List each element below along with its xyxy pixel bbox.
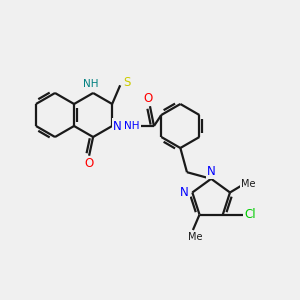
Text: Me: Me: [188, 232, 202, 242]
Text: NH: NH: [83, 79, 99, 89]
Text: NH: NH: [124, 121, 140, 131]
Text: O: O: [143, 92, 153, 105]
Text: S: S: [124, 76, 131, 89]
Text: N: N: [207, 165, 215, 178]
Text: Me: Me: [241, 179, 255, 189]
Text: N: N: [180, 186, 189, 199]
Text: O: O: [85, 157, 94, 170]
Text: Cl: Cl: [245, 208, 256, 221]
Text: N: N: [113, 119, 122, 133]
